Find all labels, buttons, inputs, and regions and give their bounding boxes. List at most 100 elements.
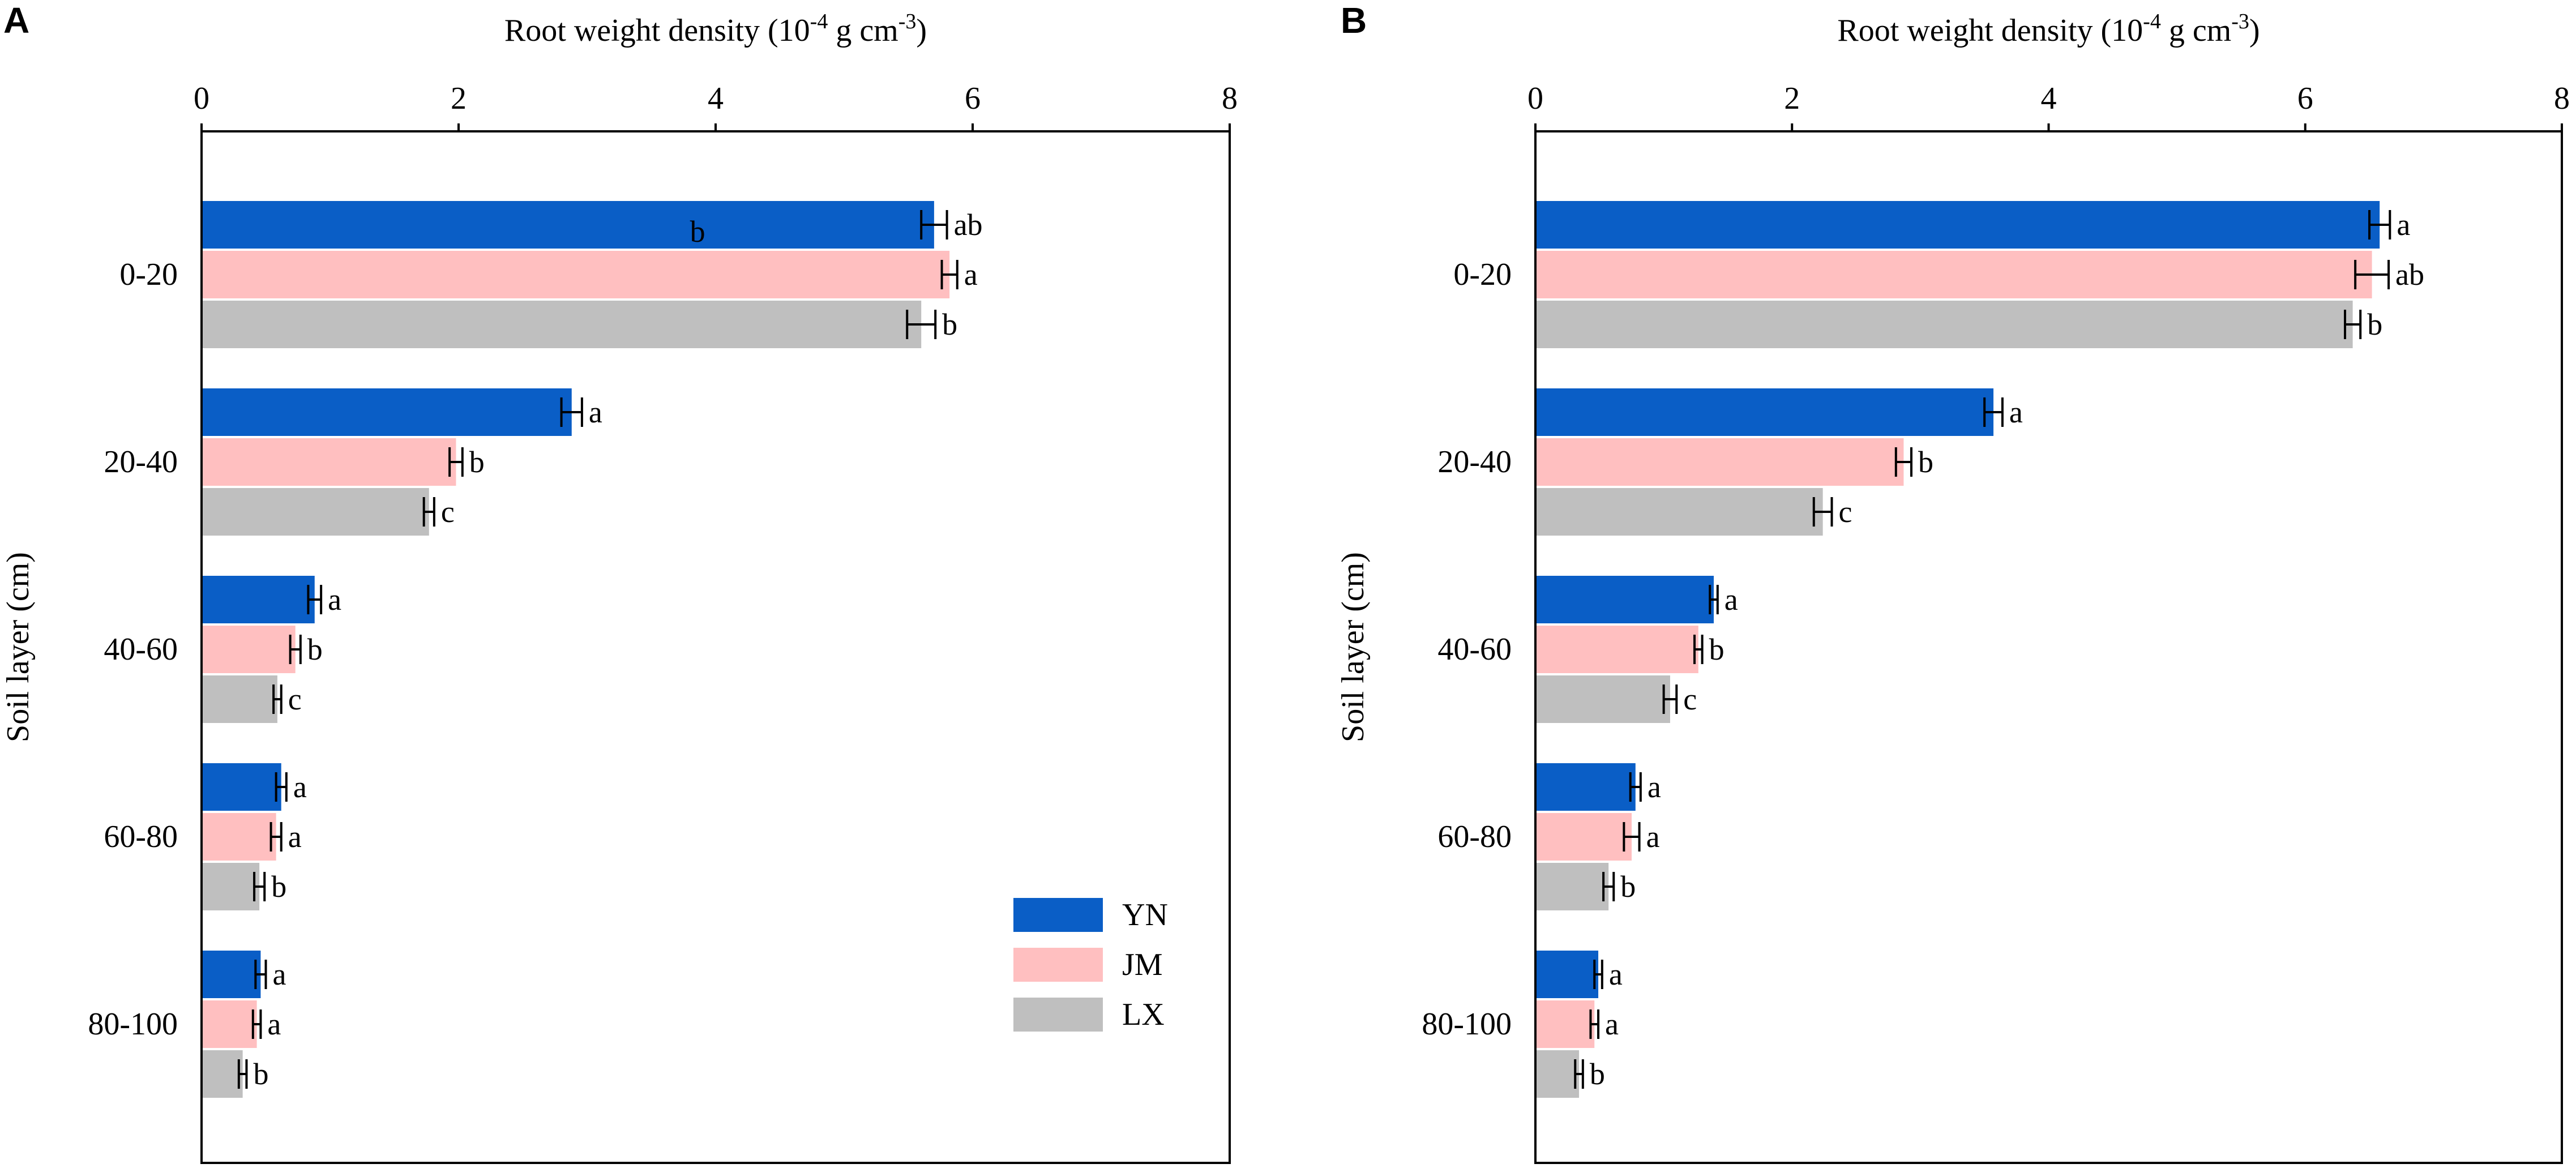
y-tick-label: 20-40	[104, 444, 178, 480]
x-axis-title: Root weight density (10-4 g cm-3)	[504, 10, 927, 48]
bar-jm-0-20	[202, 251, 950, 298]
error-bar	[307, 585, 323, 614]
y-tick-label: 60-80	[1437, 819, 1512, 854]
bar-jm-80-100	[202, 1000, 257, 1048]
x-tick-label: 4	[2041, 81, 2057, 116]
error-bar	[2354, 260, 2390, 289]
x-tick-label: 0	[1527, 81, 1543, 116]
significance-letter: ab	[954, 208, 983, 242]
significance-letter: b	[1709, 632, 1725, 666]
x-axis-title-part: )	[2249, 13, 2260, 48]
y-tick-label: 0-20	[1453, 257, 1512, 292]
bar-lx-20-40	[202, 488, 429, 536]
bar-jm-60-80	[202, 813, 276, 861]
panel-label: A	[3, 0, 29, 41]
bar-yn-40-60	[1535, 576, 1714, 623]
x-axis-title-part: Root weight density (10	[1837, 13, 2143, 48]
significance-letter: c	[441, 495, 455, 529]
x-axis-title-part: -4	[810, 10, 828, 33]
legend-swatch-yn	[1013, 898, 1103, 932]
error-bar	[254, 960, 267, 989]
significance-letter: b	[469, 445, 485, 479]
bar-jm-20-40	[1535, 438, 1904, 486]
y-axis-title: Soil layer (cm)	[1336, 552, 1371, 742]
error-bar	[940, 260, 958, 289]
x-tick-label: 8	[1222, 81, 1238, 116]
error-bar	[1602, 872, 1615, 901]
error-bar	[289, 635, 302, 664]
y-tick-label: 60-80	[104, 819, 178, 854]
bar-yn-0-20	[1535, 201, 2380, 249]
bar-lx-80-100	[202, 1050, 243, 1098]
bar-yn-80-100	[202, 951, 261, 998]
x-axis-title-part: )	[916, 13, 927, 48]
bar-yn-0-20	[202, 201, 934, 249]
error-bar	[1812, 497, 1833, 527]
y-tick-label: 80-100	[88, 1007, 178, 1042]
significance-letter: c	[1683, 682, 1697, 716]
chart-panel-b: B Root weight density (10-4 g cm-3) Soil l…	[1336, 0, 2570, 1164]
x-tick-label: 2	[451, 81, 467, 116]
x-axis-title-part: Root weight density (10	[504, 13, 810, 48]
bar-yn-40-60	[202, 576, 315, 623]
significance-letter: a	[589, 395, 602, 429]
panel-label: B	[1341, 0, 1367, 41]
significance-letter: c	[1839, 495, 1852, 529]
significance-letter: a	[273, 957, 286, 991]
error-bar	[1709, 585, 1719, 614]
legend-label: YN	[1122, 897, 1168, 932]
legend-swatch-jm	[1013, 948, 1103, 982]
legend-label: JM	[1122, 947, 1163, 982]
bar-lx-60-80	[1535, 863, 1609, 910]
bar-jm-80-100	[1535, 1000, 1595, 1048]
chart-panel-a: A Root weight density (10-4 g cm-3) Soil l…	[1, 0, 1238, 1164]
x-axis-title: Root weight density (10-4 g cm-3)	[1837, 10, 2260, 48]
significance-letter: b	[942, 307, 957, 341]
x-tick-label: 0	[194, 81, 209, 116]
bar-lx-60-80	[202, 863, 260, 910]
error-bar	[1662, 684, 1678, 714]
error-bar	[237, 1059, 248, 1089]
y-axis-title: Soil layer (cm)	[1, 552, 36, 742]
error-bar	[1983, 397, 2004, 427]
bar-yn-60-80	[202, 763, 281, 811]
error-bar	[448, 447, 464, 477]
significance-letter: c	[288, 682, 302, 716]
legend-swatch-lx	[1013, 998, 1103, 1032]
error-bar	[1623, 822, 1641, 852]
bar-jm-40-60	[202, 626, 296, 673]
significance-letter: ab	[2395, 258, 2424, 292]
significance-letter: b	[1620, 870, 1636, 904]
significance-letter: a	[293, 770, 307, 804]
significance-letter: a	[288, 820, 302, 854]
bar-jm-20-40	[202, 438, 456, 486]
significance-letter: a	[1605, 1007, 1619, 1041]
error-bar	[560, 397, 583, 427]
x-tick-label: 8	[2554, 81, 2570, 116]
x-axis-title-part: -3	[898, 10, 917, 33]
bar-lx-80-100	[1535, 1050, 1580, 1098]
x-tick-label: 4	[708, 81, 724, 116]
error-bar	[1894, 447, 1913, 477]
error-bar	[2344, 310, 2362, 339]
x-axis-title-part: -4	[2143, 10, 2161, 33]
significance-letter: a	[1609, 957, 1623, 991]
significance-letter: a	[2397, 208, 2410, 242]
bar-lx-20-40	[1535, 488, 1823, 536]
x-tick-label: 6	[2297, 81, 2313, 116]
bar-lx-0-20	[1535, 301, 2353, 348]
error-bar	[1574, 1059, 1584, 1089]
significance-letter: b	[271, 870, 286, 904]
significance-letter: a	[2009, 395, 2023, 429]
x-tick-label: 2	[1784, 81, 1800, 116]
significance-letter: b	[1590, 1057, 1605, 1091]
error-bar	[920, 210, 948, 239]
significance-letter: b	[253, 1057, 268, 1091]
x-axis-title-part: g cm	[828, 13, 898, 48]
bar-annotation: b	[690, 215, 705, 249]
significance-letter: b	[307, 632, 323, 666]
significance-letter: a	[964, 258, 978, 292]
x-axis-title-part: -3	[2231, 10, 2249, 33]
error-bar	[422, 497, 435, 527]
